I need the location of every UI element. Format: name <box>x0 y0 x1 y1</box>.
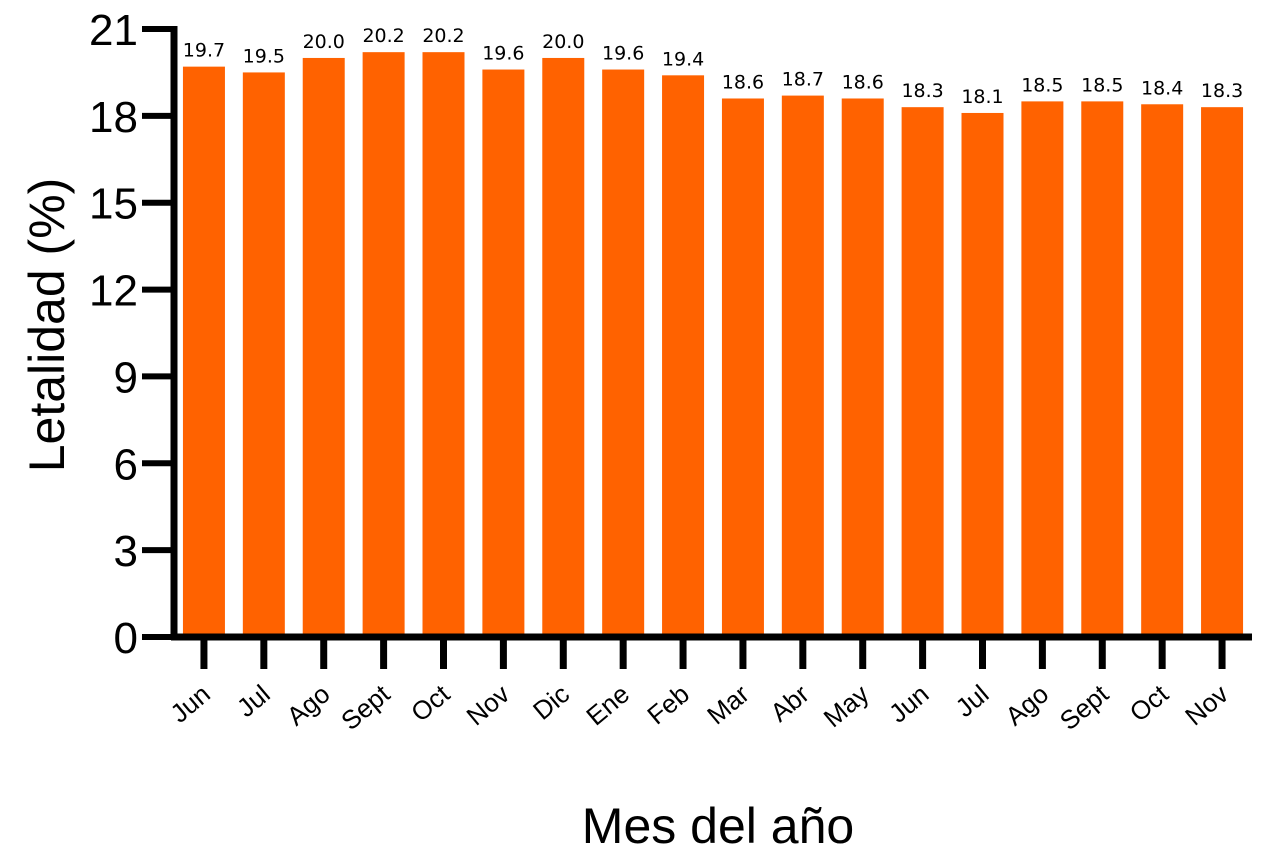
x-tick-label: Jul <box>950 679 995 723</box>
x-tick-label: Jul <box>231 679 276 723</box>
data-label: 18.3 <box>1201 80 1243 102</box>
x-axis: Jun Jul Ago Sept Oct Nov Dic Ene Feb Mar Abr May Jun… <box>164 633 1252 736</box>
bar <box>362 52 405 637</box>
data-label: 18.3 <box>901 80 943 102</box>
y-axis: 0 3 6 9 12 15 18 21 <box>89 6 178 663</box>
bar <box>542 57 585 637</box>
bar <box>602 69 645 638</box>
data-label: 18.7 <box>782 69 824 91</box>
bar <box>721 98 764 637</box>
bars-group <box>182 52 1244 638</box>
bar <box>422 52 465 637</box>
x-tick-label: Mar <box>701 678 755 730</box>
y-tick-label: 3 <box>114 527 138 576</box>
x-tick-label: Dic <box>527 679 575 726</box>
x-tick-label: Sept <box>335 678 396 736</box>
bar <box>482 69 525 638</box>
data-label: 20.2 <box>362 25 404 47</box>
bar <box>961 112 1004 637</box>
data-label: 18.5 <box>1021 74 1063 96</box>
x-tick-label: Sept <box>1054 678 1115 736</box>
bar <box>1201 107 1244 637</box>
bar <box>841 98 884 637</box>
data-label: 19.4 <box>662 48 704 70</box>
y-axis-title: Letalidad (%) <box>19 178 75 473</box>
bar <box>302 57 345 637</box>
x-tick-label: Oct <box>405 678 456 727</box>
y-tick-label: 12 <box>89 267 138 316</box>
data-label: 20.0 <box>303 31 345 53</box>
y-tick-label: 18 <box>89 93 138 142</box>
bar <box>1081 101 1124 637</box>
bar <box>662 75 705 638</box>
data-label: 19.7 <box>183 40 225 62</box>
data-label: 18.6 <box>842 71 884 93</box>
x-tick-label: Oct <box>1124 678 1175 727</box>
data-label: 19.6 <box>482 43 524 65</box>
bar <box>901 107 944 637</box>
x-tick-label: Nov <box>1179 679 1234 732</box>
data-label: 18.5 <box>1081 74 1123 96</box>
x-tick-label: Jun <box>883 679 934 729</box>
x-axis-title: Mes del año <box>582 798 854 845</box>
data-labels-group: 19.7 19.5 20.0 20.2 20.2 19.6 20.0 19.6 19.4 18.6… <box>183 25 1243 108</box>
x-tick-label: Ago <box>1000 679 1055 732</box>
x-tick-label: Feb <box>641 679 695 731</box>
y-tick-label: 21 <box>89 6 138 55</box>
y-tick-label: 9 <box>114 353 138 402</box>
y-tick-label: 15 <box>89 180 138 229</box>
x-tick-label: Ene <box>580 679 635 732</box>
data-label: 19.5 <box>243 45 285 67</box>
bar <box>1141 104 1184 638</box>
data-label: 20.2 <box>422 25 464 47</box>
bar <box>1021 101 1064 637</box>
bar <box>242 72 285 637</box>
bar <box>182 66 225 638</box>
x-tick-label: Jun <box>164 679 215 729</box>
data-label: 18.4 <box>1141 77 1183 99</box>
y-tick-label: 0 <box>114 614 138 663</box>
data-label: 18.1 <box>961 86 1003 108</box>
x-tick-label: Abr <box>764 678 815 727</box>
data-label: 20.0 <box>542 31 584 53</box>
bar <box>781 95 824 638</box>
data-label: 19.6 <box>602 43 644 65</box>
data-label: 18.6 <box>722 71 764 93</box>
x-tick-label: Ago <box>281 679 336 732</box>
x-tick-label: May <box>818 679 875 734</box>
y-tick-label: 6 <box>114 440 138 489</box>
x-tick-label: Nov <box>461 679 516 732</box>
